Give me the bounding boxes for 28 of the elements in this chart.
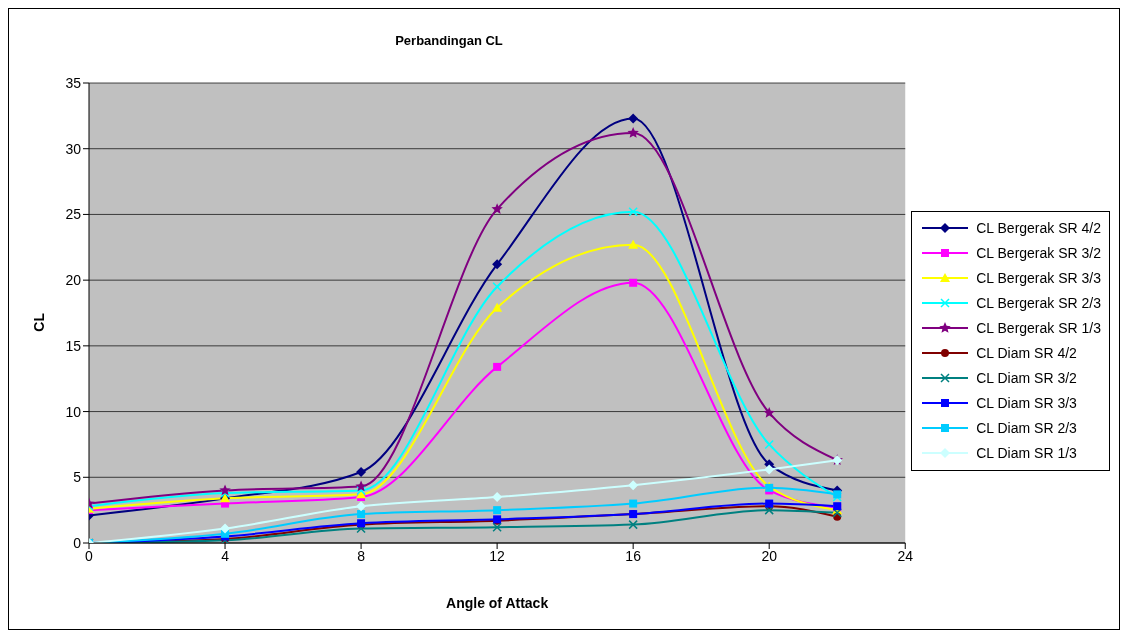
legend-label: CL Diam SR 2/3 — [976, 420, 1077, 436]
chart-title: Perbandingan CL — [394, 33, 504, 48]
legend-label: CL Bergerak SR 2/3 — [976, 295, 1101, 311]
y-tick-label: 15 — [65, 337, 82, 354]
legend-label: CL Bergerak SR 3/2 — [976, 245, 1101, 261]
y-tick-label: 0 — [73, 534, 82, 551]
legend-label: CL Diam SR 3/2 — [976, 370, 1077, 386]
y-tick-label: 20 — [65, 272, 82, 289]
legend-label: CL Bergerak SR 4/2 — [976, 220, 1101, 236]
y-axis-title: CL — [30, 312, 47, 332]
y-tick-label: 10 — [65, 403, 82, 420]
y-tick-label: 25 — [65, 206, 82, 223]
x-axis-title: Angle of Attack — [446, 594, 549, 611]
x-tick-label: 16 — [625, 547, 642, 564]
legend-label: CL Diam SR 1/3 — [976, 445, 1077, 461]
legend-label: CL Bergerak SR 3/3 — [976, 270, 1101, 286]
legend-label: CL Diam SR 3/3 — [976, 395, 1077, 411]
legend-label: CL Diam SR 4/2 — [976, 345, 1077, 361]
y-tick-label: 35 — [65, 74, 82, 91]
y-tick-label: 5 — [73, 469, 82, 486]
x-tick-label: 0 — [85, 547, 94, 564]
x-tick-label: 24 — [897, 547, 914, 564]
x-tick-label: 8 — [357, 547, 366, 564]
x-tick-label: 20 — [761, 547, 778, 564]
x-tick-label: 12 — [489, 547, 506, 564]
x-tick-label: 4 — [221, 547, 230, 564]
y-tick-label: 30 — [65, 140, 82, 157]
legend-label: CL Bergerak SR 1/3 — [976, 320, 1101, 336]
